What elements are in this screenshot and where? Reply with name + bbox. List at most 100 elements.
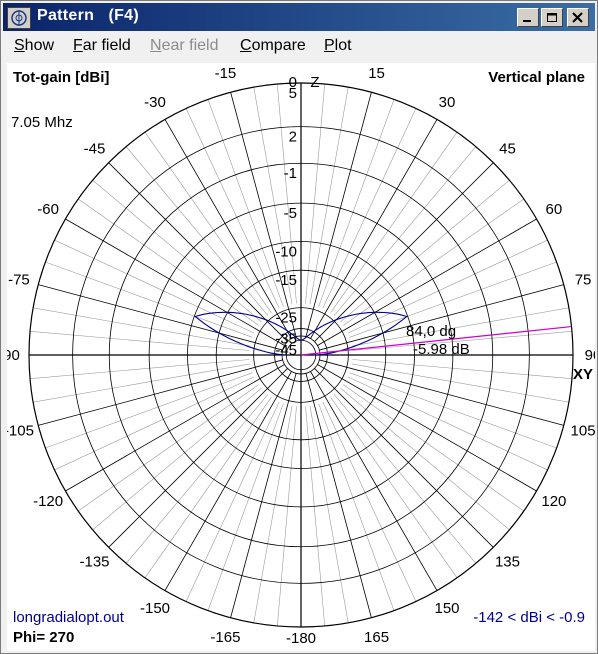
angle-label: 75 <box>575 271 592 288</box>
minor-spoke <box>144 132 272 313</box>
gain-range: -142 < dBi < -0.9 <box>473 609 585 626</box>
major-spoke <box>310 119 438 339</box>
menu-near-field[interactable]: Near field <box>150 37 219 54</box>
angle-label: -90 <box>7 347 20 364</box>
minor-spoke <box>276 406 297 626</box>
angle-label: 150 <box>434 600 459 617</box>
horizon-label: XY <box>573 366 593 383</box>
minor-spoke <box>54 239 255 334</box>
major-spoke <box>314 162 494 342</box>
minor-spoke <box>343 384 524 512</box>
major-spoke <box>65 364 285 492</box>
minor-spoke <box>333 146 477 316</box>
angle-label: 45 <box>499 141 516 158</box>
minor-spoke <box>352 330 572 351</box>
minor-spoke <box>33 307 251 347</box>
maximize-icon <box>547 13 557 22</box>
minor-spoke <box>276 84 297 304</box>
major-spoke <box>65 218 285 346</box>
minor-spoke <box>92 387 262 531</box>
minimize-icon <box>523 20 531 22</box>
menu-show[interactable]: Show <box>14 37 55 54</box>
angle-label: -150 <box>140 600 170 617</box>
ring-label: -5 <box>284 205 297 222</box>
minor-spoke <box>333 394 477 564</box>
minor-spoke <box>207 403 284 611</box>
pattern-lobe-left <box>194 311 301 356</box>
angle-label: -75 <box>8 271 30 288</box>
major-spoke <box>164 119 292 339</box>
major-spoke <box>38 284 283 351</box>
minor-spoke <box>207 99 284 307</box>
cursor-gain-label: -5.98 dB <box>413 341 470 358</box>
minor-spoke <box>185 401 280 602</box>
title-bar[interactable]: Pattern (F4) <box>3 3 595 31</box>
minor-spoke <box>309 405 349 623</box>
angle-label: 105 <box>571 423 595 440</box>
minor-spoke <box>125 146 269 316</box>
minor-spoke <box>253 87 293 305</box>
minor-spoke <box>330 397 458 578</box>
angle-label: -105 <box>7 423 34 440</box>
cursor-angle-label: 84,0 dg <box>406 323 456 340</box>
maximize-button[interactable] <box>541 8 563 27</box>
file-name: longradialopt.out <box>13 609 124 626</box>
major-spoke <box>305 373 372 618</box>
menu-compare[interactable]: Compare <box>240 37 306 54</box>
major-spoke <box>317 364 537 492</box>
minor-spoke <box>330 132 458 313</box>
minor-spoke <box>340 387 510 531</box>
minor-spoke <box>309 87 349 305</box>
ring-label: -45 <box>275 342 297 359</box>
angle-label: 90 <box>585 347 595 364</box>
ring-label: 2 <box>289 129 297 146</box>
ring-label: -10 <box>275 244 297 261</box>
minor-spoke <box>33 363 251 403</box>
minor-spoke <box>352 359 572 380</box>
minor-spoke <box>78 198 259 326</box>
ring-label: -1 <box>284 165 297 182</box>
angle-label: 30 <box>439 94 456 111</box>
minimize-button[interactable] <box>517 8 539 27</box>
major-spoke <box>317 218 537 346</box>
major-spoke <box>305 92 372 337</box>
close-icon <box>572 12 583 23</box>
minor-spoke <box>322 401 417 602</box>
app-icon[interactable] <box>7 7 31 29</box>
major-spoke <box>38 359 283 426</box>
minor-spoke <box>54 376 255 471</box>
phi-label: Phi= 270 <box>13 629 75 646</box>
menu-plot[interactable]: Plot <box>324 37 352 54</box>
minor-spoke <box>351 363 569 403</box>
angle-label: -60 <box>37 201 59 218</box>
minor-spoke <box>322 108 417 309</box>
minor-spoke <box>351 307 569 347</box>
minor-spoke <box>125 394 269 564</box>
minor-spoke <box>45 372 253 449</box>
angle-label: -165 <box>210 629 240 646</box>
menu-far-field[interactable]: Far field <box>73 37 131 54</box>
ring-label: 5 <box>289 85 297 102</box>
minor-spoke <box>30 359 250 380</box>
gain-unit-label: Tot-gain [dBi] <box>13 69 110 86</box>
minor-spoke <box>318 403 395 611</box>
window-title: Pattern (F4) <box>37 7 139 24</box>
major-spoke <box>319 359 564 426</box>
polar-plot[interactable]: 52-1-5-10-15-25-35-451530456075901051201… <box>7 63 595 651</box>
major-spoke <box>164 371 292 591</box>
major-spoke <box>310 371 438 591</box>
ring-label: -35 <box>275 331 297 348</box>
major-spoke <box>230 92 297 337</box>
minor-spoke <box>343 198 524 326</box>
close-button[interactable] <box>567 8 589 27</box>
angle-label: 165 <box>364 629 389 646</box>
minor-spoke <box>45 261 253 338</box>
pattern-canvas[interactable]: 52-1-5-10-15-25-35-451530456075901051201… <box>7 63 595 651</box>
minor-spoke <box>253 405 293 623</box>
angle-label: 15 <box>368 65 385 82</box>
frequency-label: 7.05 Mhz <box>11 114 73 131</box>
ring-label: -25 <box>275 310 297 327</box>
major-spoke <box>314 368 494 548</box>
angle-label: -120 <box>33 493 63 510</box>
